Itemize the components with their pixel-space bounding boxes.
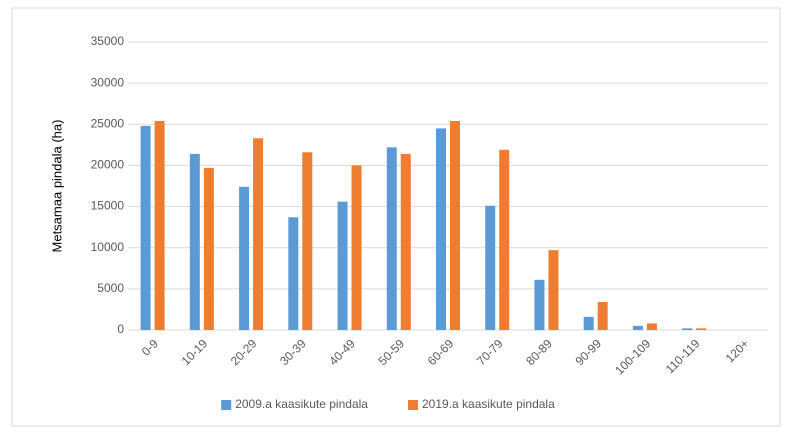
y-tick-label: 15000 [91,199,125,213]
y-tick-label: 30000 [91,75,125,89]
bar [140,125,151,330]
bar [597,302,608,330]
bar [450,120,460,330]
y-tick-label: 25000 [91,116,125,130]
y-tick-label: 20000 [91,158,125,172]
legend-swatch [221,400,232,410]
y-tick-label: 10000 [91,240,125,254]
bar [682,328,693,330]
bar [646,323,657,330]
bar [583,316,594,330]
bar [189,153,200,330]
bar [696,328,707,330]
legend-label: 2019.a kaasikute pindala [422,397,555,411]
bar [436,128,446,330]
y-tick-label: 5000 [97,281,124,295]
bar [203,167,214,330]
bar [632,325,643,330]
y-axis-title: Metsamaa pindala (ha) [49,120,64,253]
bar [154,120,165,330]
y-tick-label: 0 [117,322,124,336]
bar [548,250,559,330]
bar [386,147,397,330]
bar [351,165,362,330]
bar [485,205,496,330]
legend-swatch [408,400,418,410]
bar [400,153,411,330]
legend-label: 2009.a kaasikute pindala [235,397,368,411]
bar [239,186,250,330]
bar [302,152,313,330]
bar [253,138,264,330]
bar [288,217,299,330]
bar [499,149,510,330]
y-tick-label: 35000 [91,34,125,48]
bar [534,279,545,330]
bar [337,201,348,330]
